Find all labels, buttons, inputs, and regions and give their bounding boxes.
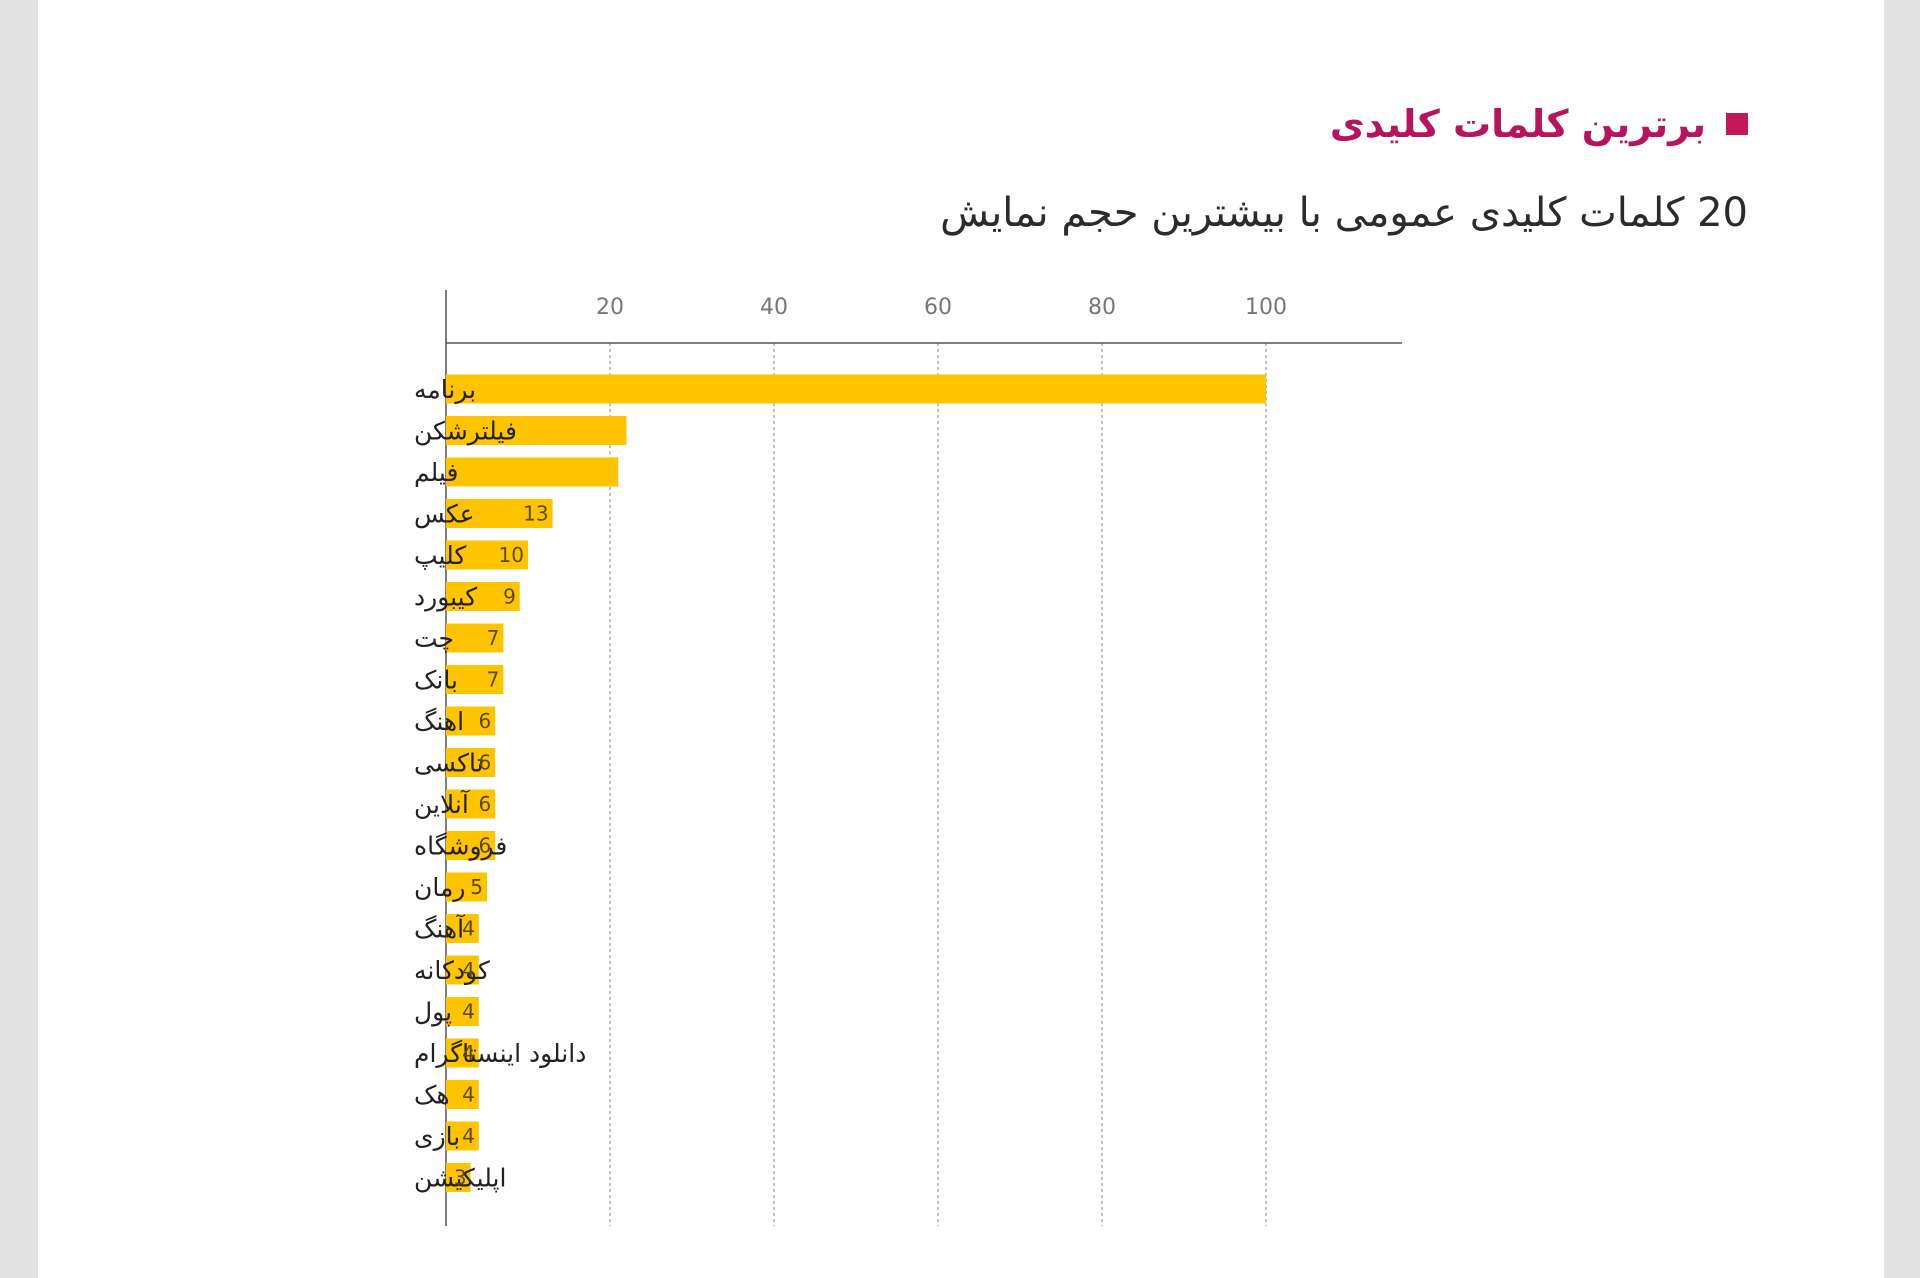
data-label: 4: [462, 917, 475, 941]
bar: [446, 789, 496, 819]
title-row: برترین کلمات کلیدی: [1330, 102, 1748, 146]
bar: [446, 831, 496, 860]
category-label: آنلاین: [414, 789, 470, 819]
category-label: بانک: [414, 666, 458, 695]
data-label: 4: [462, 1041, 475, 1065]
category-label: پول: [414, 998, 452, 1027]
data-label: 6: [478, 709, 491, 733]
data-label: 9: [503, 585, 516, 609]
bar: [446, 582, 520, 611]
category-label: فیلترشکن: [414, 417, 517, 446]
x-tick-label: 80: [1088, 295, 1116, 320]
data-label: 13: [523, 502, 548, 526]
bar: [446, 955, 479, 985]
bar: [446, 706, 496, 736]
bar: [446, 1080, 479, 1109]
page-title: برترین کلمات کلیدی: [1329, 102, 1706, 146]
data-label: 6: [478, 792, 491, 816]
bar: [446, 748, 496, 777]
category-label: عکس: [414, 500, 475, 529]
category-label: فیلم: [414, 458, 458, 488]
data-label: 7: [487, 626, 500, 650]
category-label: کودکانه: [414, 956, 490, 985]
bar: [446, 374, 1266, 404]
category-label: فروشگاه: [414, 832, 507, 862]
bar: [446, 1163, 471, 1192]
data-label: 4: [462, 1124, 475, 1148]
x-tick-label: 40: [760, 295, 788, 320]
category-label: برنامه: [414, 375, 476, 404]
category-label: چت: [414, 624, 454, 653]
bar: [446, 997, 479, 1026]
category-label: دانلود اینستاگرام: [414, 1039, 586, 1068]
title-marker-icon: [1726, 113, 1748, 135]
bar: [446, 1038, 479, 1068]
bar: [446, 623, 504, 653]
data-label: 4: [462, 958, 475, 982]
data-label: 4: [462, 1000, 475, 1024]
bar: [446, 914, 479, 943]
page-subtitle: 20 کلمات کلیدی عمومی با بیشترین حجم نمای…: [940, 190, 1748, 236]
x-tick-label: 20: [596, 295, 624, 320]
bar: [446, 540, 528, 570]
data-label: 6: [478, 751, 491, 775]
category-label: هک: [414, 1081, 450, 1110]
bar: [446, 416, 627, 445]
data-label: 3: [454, 1166, 467, 1190]
category-label: بازی: [414, 1122, 460, 1151]
bar: [446, 499, 553, 528]
report-page: برترین کلمات کلیدی 20 کلمات کلیدی عمومی …: [38, 0, 1884, 1278]
category-label: اپلیکیشن: [414, 1164, 506, 1193]
category-label: رمان: [414, 873, 465, 902]
data-label: 7: [487, 668, 500, 692]
data-label: 4: [462, 1083, 475, 1107]
bar: [446, 1121, 479, 1151]
x-tick-label: 60: [924, 295, 952, 320]
category-label: اهنگ: [414, 707, 464, 736]
category-label: تاکسی: [414, 749, 484, 778]
bar: [446, 665, 504, 694]
data-label: 5: [470, 875, 483, 899]
bar: [446, 872, 487, 902]
data-label: 10: [499, 543, 524, 567]
category-label: کلیپ: [414, 541, 466, 570]
category-label: آهنگ: [414, 914, 465, 944]
bar-chart: 20 40 60 80 100 برنامه فیلترشکن فیلم عکس 13 کلیپ 10…: [414, 290, 1402, 1226]
data-label: 6: [478, 834, 491, 858]
category-label: کیبورد: [414, 583, 477, 612]
chart-header: برترین کلمات کلیدی 20 کلمات کلیدی عمومی …: [38, 0, 1884, 260]
bar: [446, 457, 619, 487]
x-tick-label: 100: [1245, 295, 1287, 320]
